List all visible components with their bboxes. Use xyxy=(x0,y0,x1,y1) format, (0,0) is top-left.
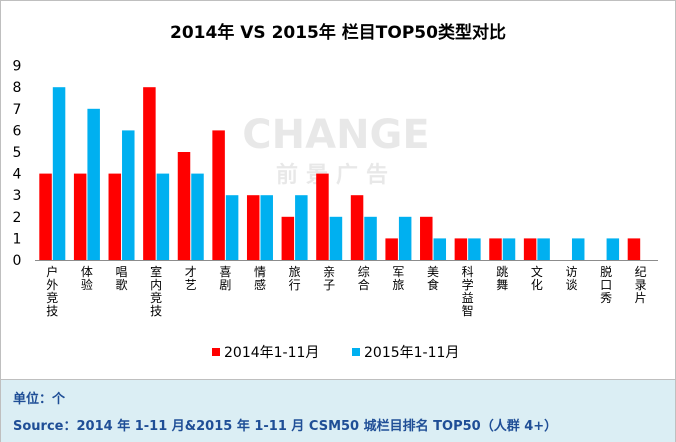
bar-2015-4 xyxy=(156,173,170,260)
bar-2014-14 xyxy=(489,238,502,260)
y-tick-label: 7 xyxy=(13,102,22,118)
y-tick-label: 4 xyxy=(13,167,22,183)
x-tick-label: 访谈 xyxy=(565,265,577,292)
y-tick-label: 8 xyxy=(13,80,22,96)
bar-2015-7 xyxy=(260,195,273,260)
y-tick-label: 9 xyxy=(13,59,22,75)
unit-note: 单位：个 xyxy=(13,392,66,407)
bar-2015-6 xyxy=(225,195,239,260)
source-note: Source：2014 年 1-11 月&2015 年 1-11 月 CSM50… xyxy=(13,419,558,434)
x-tick-label: 纪录片 xyxy=(635,265,647,305)
x-tick-label: 科学益智 xyxy=(462,265,474,318)
x-tick-label: 唱歌 xyxy=(116,265,128,292)
bar-2014-2 xyxy=(73,173,87,260)
y-tick-label: 3 xyxy=(13,188,22,204)
bar-2015-3 xyxy=(122,130,135,260)
bar-2014-6 xyxy=(212,130,225,260)
bar-2015-5 xyxy=(191,173,204,260)
bar-2014-11 xyxy=(385,238,398,260)
bar-2015-13 xyxy=(468,238,481,260)
legend-swatch-2 xyxy=(352,348,360,356)
bar-2014-1 xyxy=(39,173,52,260)
bar-2015-8 xyxy=(295,195,308,260)
x-tick-label: 脱口秀 xyxy=(600,264,612,305)
x-tick-label: 亲子 xyxy=(323,265,335,292)
bar-2014-3 xyxy=(108,173,122,260)
x-tick-label: 军旅 xyxy=(392,265,404,292)
footer: 单位：个 Source：2014 年 1-11 月&2015 年 1-11 月 … xyxy=(1,379,675,442)
bar-2014-10 xyxy=(350,195,364,260)
y-tick-label: 1 xyxy=(13,231,22,247)
x-tick-label: 文化 xyxy=(531,264,543,292)
bar-2015-1 xyxy=(52,87,66,260)
x-tick-label: 才艺 xyxy=(185,265,197,292)
watermark-subtext: 前景广告 xyxy=(276,162,396,188)
bar-2015-17 xyxy=(606,238,620,260)
y-tick-label: 2 xyxy=(13,210,22,226)
bar-2015-10 xyxy=(364,216,377,260)
bar-2015-16 xyxy=(571,238,585,260)
bar-2014-7 xyxy=(246,195,260,260)
bar-2015-14 xyxy=(502,238,516,260)
x-tick-label: 户外竞技 xyxy=(46,264,58,318)
x-tick-label: 美食 xyxy=(427,265,439,292)
watermark: CHANGE 前景广告 xyxy=(242,112,429,188)
bar-2014-4 xyxy=(143,87,156,260)
legend-label-1: 2014年1-11月 xyxy=(224,345,319,361)
x-tick-label: 室内竞技 xyxy=(150,264,162,318)
y-tick-label: 6 xyxy=(13,123,22,139)
bar-2014-13 xyxy=(454,238,468,260)
bar-2014-5 xyxy=(177,152,191,260)
x-tick-label: 旅行 xyxy=(289,265,301,292)
bar-2015-15 xyxy=(537,238,550,260)
bar-2015-2 xyxy=(87,108,100,260)
x-tick-label: 跳舞 xyxy=(496,265,508,292)
legend-swatch-1 xyxy=(212,348,220,356)
bar-2015-9 xyxy=(329,216,343,260)
bar-2014-8 xyxy=(281,216,295,260)
x-tick-label: 情感 xyxy=(254,265,266,292)
bar-2014-12 xyxy=(420,216,433,260)
bar-2014-18 xyxy=(627,238,641,260)
bar-2015-11 xyxy=(398,216,412,260)
y-tick-label: 0 xyxy=(13,253,22,269)
legend: 2014年1-11月 2015年1-11月 xyxy=(212,345,459,361)
bar-2014-9 xyxy=(316,173,329,260)
y-tick-label: 5 xyxy=(13,145,22,161)
legend-label-2: 2015年1-11月 xyxy=(364,345,459,361)
x-tick-label: 综合 xyxy=(358,265,370,292)
bar-2014-15 xyxy=(523,238,537,260)
watermark-text: CHANGE xyxy=(242,112,429,158)
x-tick-label: 喜剧 xyxy=(219,265,231,292)
bar-2015-12 xyxy=(433,238,447,260)
x-tick-label: 体验 xyxy=(81,265,93,292)
chart-title: 2014年 VS 2015年 栏目TOP50类型对比 xyxy=(170,22,506,43)
